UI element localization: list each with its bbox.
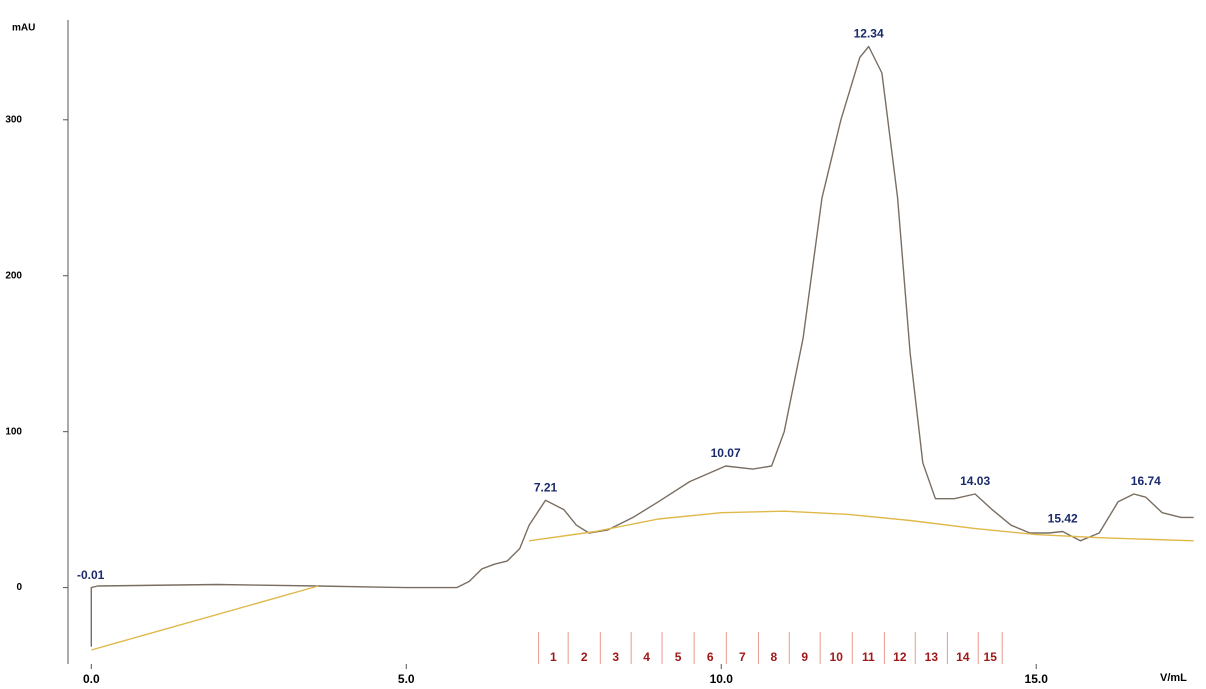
y-tick-label: 100 [5, 426, 22, 437]
trace [90, 45, 1194, 647]
fraction-label: 14 [956, 650, 970, 664]
peak-label: 7.21 [534, 480, 558, 494]
peak-label: 12.34 [854, 27, 884, 41]
peak-label: 10.07 [711, 446, 741, 460]
fraction-label: 8 [771, 650, 778, 664]
x-tick-label: 10.0 [710, 672, 734, 686]
x-tick-label: 15.0 [1025, 672, 1049, 686]
fraction-label: 3 [612, 650, 619, 664]
y-tick-label: 0 [16, 582, 22, 593]
y-axis-label: mAU [12, 23, 35, 34]
fraction-label: 10 [830, 650, 844, 664]
fraction-label: 15 [984, 650, 998, 664]
x-tick-label: 5.0 [398, 672, 415, 686]
fraction-label: 6 [707, 650, 714, 664]
peak-label: -0.01 [77, 568, 105, 582]
fraction-label: 5 [675, 650, 682, 664]
fraction-label: 7 [739, 650, 746, 664]
peak-label: 16.74 [1131, 474, 1161, 488]
fraction-label: 4 [643, 650, 650, 664]
fraction-label: 11 [862, 650, 875, 664]
fraction-label: 13 [925, 650, 939, 664]
y-tick-label: 200 [5, 270, 22, 281]
x-tick-label: 0.0 [83, 672, 100, 686]
fraction-label: 9 [801, 650, 808, 664]
trace [91, 510, 1194, 651]
fraction-label: 12 [893, 650, 907, 664]
fraction-label: 2 [581, 650, 588, 664]
x-axis-label: V/mL [1160, 672, 1187, 684]
peak-label: 15.42 [1048, 512, 1078, 526]
fraction-label: 1 [550, 650, 557, 664]
peak-label: 14.03 [960, 474, 990, 488]
y-tick-label: 300 [5, 114, 22, 125]
